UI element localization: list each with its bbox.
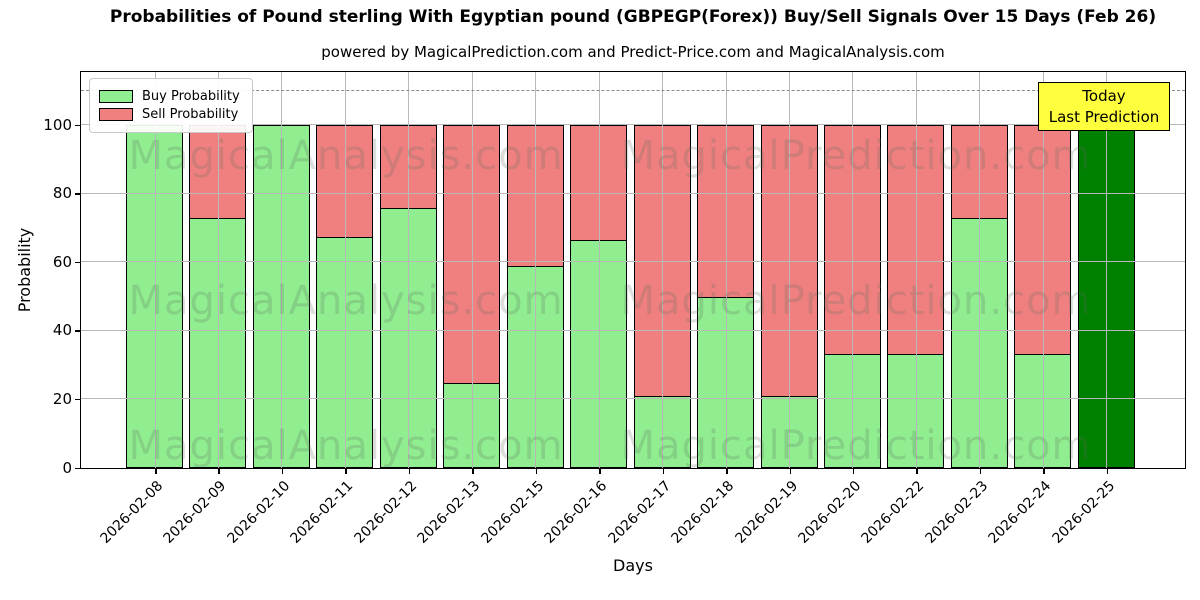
v-gridline: [344, 72, 346, 468]
legend: Buy Probability Sell Probability: [89, 78, 253, 133]
v-gridline: [281, 72, 283, 468]
y-tick-label: 20: [52, 389, 72, 408]
today-annotation: Today Last Prediction: [1038, 82, 1170, 131]
v-gridline: [535, 72, 537, 468]
v-gridline: [915, 72, 917, 468]
x-tick-mark: [1043, 469, 1045, 474]
watermark-text: MagicalAnalysis.com: [128, 423, 564, 469]
x-tick-mark: [155, 469, 157, 474]
x-tick-mark: [408, 469, 411, 474]
chart-subtitle: powered by MagicalPrediction.com and Pre…: [321, 43, 945, 61]
legend-buy-label: Buy Probability: [142, 89, 240, 104]
y-tick-label: 60: [52, 252, 72, 271]
h-gridline: [81, 192, 1185, 194]
x-tick-mark: [979, 469, 982, 474]
v-gridline: [725, 72, 727, 468]
sell-color-swatch-icon: [99, 108, 133, 121]
watermark-text: MagicalPrediction.com: [620, 423, 1092, 469]
x-tick-mark: [472, 469, 474, 474]
x-tick-mark: [916, 469, 918, 474]
y-tick-mark: [75, 261, 80, 264]
y-tick-mark: [75, 193, 80, 195]
buy-color-swatch-icon: [99, 90, 133, 103]
v-gridline: [789, 72, 790, 468]
watermark-text: MagicalPrediction.com: [620, 278, 1092, 324]
h-gridline: [81, 398, 1185, 400]
legend-item-buy: Buy Probability: [99, 89, 240, 104]
x-tick-mark: [662, 469, 665, 474]
x-tick-mark: [345, 469, 347, 474]
v-gridline: [598, 72, 600, 468]
y-tick-mark: [75, 124, 80, 127]
x-tick-mark: [852, 469, 855, 474]
plot-area: MagicalAnalysis.com MagicalPrediction.com…: [80, 71, 1186, 469]
x-tick-mark: [726, 469, 728, 474]
v-gridline: [408, 72, 410, 468]
chart-title: Probabilities of Pound sterling With Egy…: [109, 7, 1157, 27]
y-tick-mark: [75, 467, 80, 469]
x-tick-mark: [281, 469, 284, 474]
x-tick-mark: [599, 469, 601, 474]
y-tick-label: 80: [52, 184, 72, 203]
today-annotation-line2: Last Prediction: [1048, 107, 1160, 126]
v-gridline: [852, 72, 854, 468]
x-tick-mark: [535, 469, 538, 474]
x-axis-label: Days: [613, 556, 653, 575]
y-tick-label: 0: [62, 458, 72, 477]
h-gridline: [81, 261, 1185, 263]
legend-item-sell: Sell Probability: [99, 107, 240, 122]
v-gridline: [1042, 72, 1044, 468]
h-gridline: [81, 124, 1185, 126]
v-gridline: [154, 72, 156, 468]
y-tick-mark: [75, 398, 80, 401]
today-annotation-line1: Today: [1082, 86, 1126, 105]
watermark-text: MagicalPrediction.com: [620, 133, 1092, 179]
v-gridline: [979, 72, 981, 468]
x-tick-mark: [1106, 469, 1109, 474]
y-tick-mark: [75, 330, 80, 332]
v-gridline: [471, 72, 473, 468]
h-gridline: [81, 329, 1185, 331]
x-tick-mark: [218, 469, 220, 474]
legend-sell-label: Sell Probability: [142, 107, 239, 122]
threshold-dashed-line: [81, 90, 1185, 92]
watermark-text: MagicalAnalysis.com: [128, 133, 564, 179]
y-tick-label: 40: [52, 321, 72, 340]
v-gridline: [1106, 72, 1108, 468]
v-gridline: [217, 72, 219, 468]
v-gridline: [662, 72, 664, 468]
watermark-text: MagicalAnalysis.com: [128, 278, 564, 324]
y-tick-label: 100: [43, 115, 72, 134]
x-tick-mark: [789, 469, 791, 474]
